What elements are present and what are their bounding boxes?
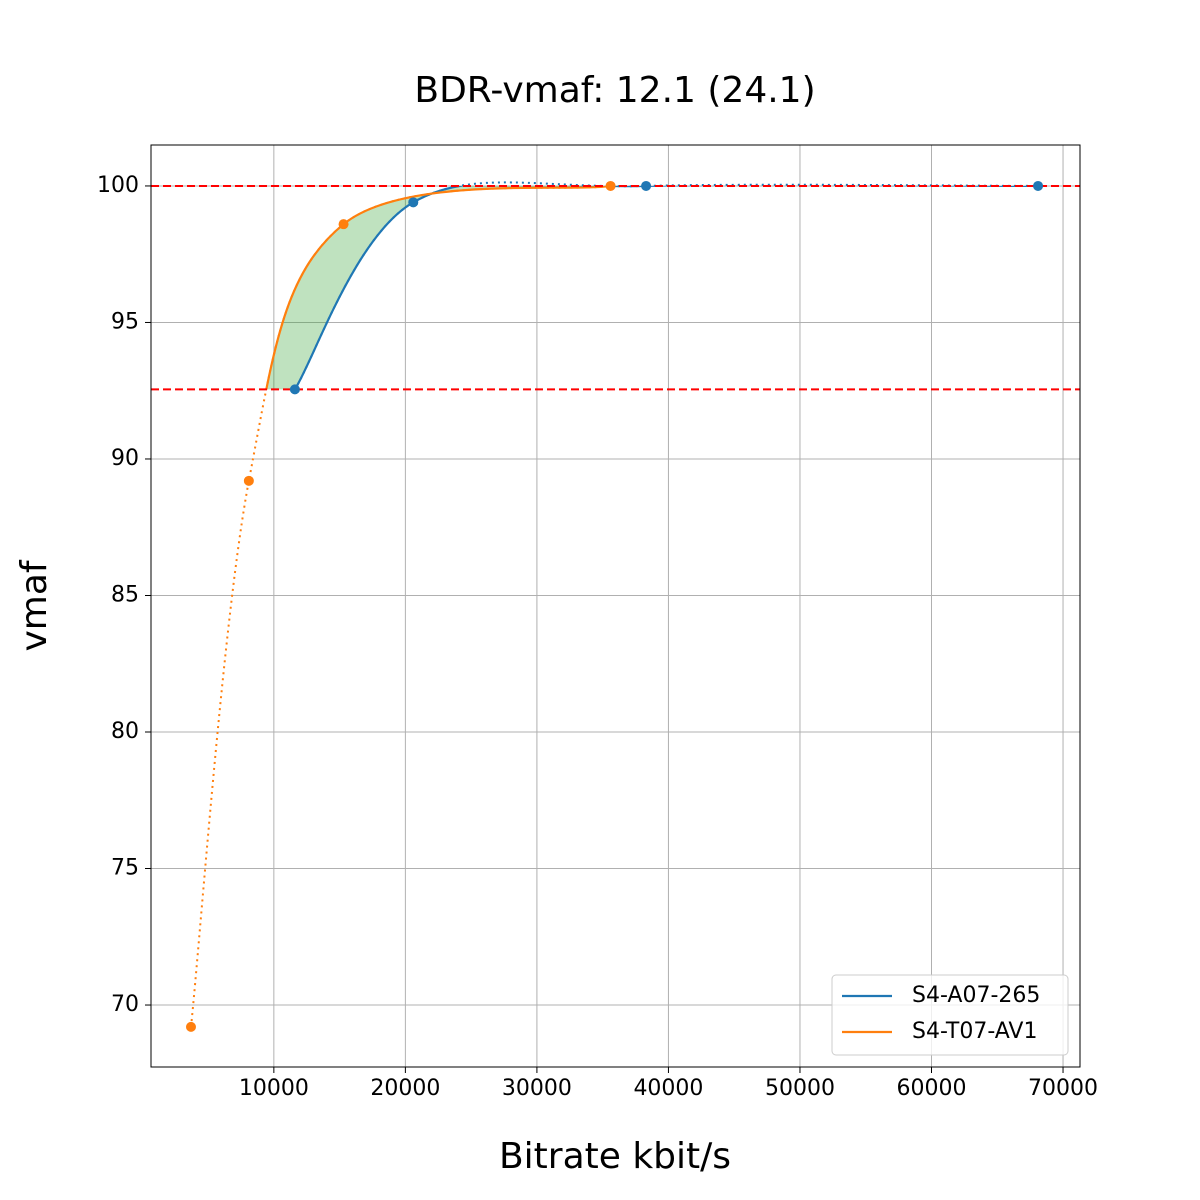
legend-label: S4-A07-265 <box>912 983 1040 1008</box>
plot-frame <box>150 144 1081 1068</box>
chart-title: BDR-vmaf: 12.1 (24.1) <box>414 70 815 111</box>
y-tick-label: 75 <box>111 856 139 881</box>
x-tick-label: 20000 <box>370 1076 440 1101</box>
data-point <box>243 475 254 486</box>
series-line-extrapolated <box>189 184 611 1027</box>
data-point <box>1033 180 1044 191</box>
y-tick-label: 100 <box>97 173 139 198</box>
data-point <box>408 197 419 208</box>
data-point <box>185 1021 196 1032</box>
series-line-extrapolated <box>294 181 1039 390</box>
x-tick-label: 50000 <box>765 1076 835 1101</box>
x-tick-label: 70000 <box>1028 1076 1098 1101</box>
difference-area <box>266 185 1039 390</box>
data-point <box>605 180 616 191</box>
y-tick-label: 70 <box>111 992 139 1017</box>
y-tick-label: 95 <box>111 309 139 334</box>
x-tick-label: 10000 <box>239 1076 309 1101</box>
series-line <box>265 185 611 390</box>
y-tick-label: 80 <box>111 719 139 744</box>
x-tick-label: 30000 <box>502 1076 572 1101</box>
data-point <box>289 384 300 395</box>
y-tick-label: 90 <box>111 446 139 471</box>
x-axis-label: Bitrate kbit/s <box>499 1136 731 1177</box>
y-axis-label: vmaf <box>14 559 55 651</box>
data-point <box>641 180 652 191</box>
series-line <box>293 185 1039 390</box>
x-tick-label: 60000 <box>897 1076 967 1101</box>
legend-label: S4-T07-AV1 <box>912 1019 1037 1044</box>
x-tick-label: 40000 <box>633 1076 703 1101</box>
y-tick-label: 85 <box>111 582 139 607</box>
data-point <box>338 219 349 230</box>
